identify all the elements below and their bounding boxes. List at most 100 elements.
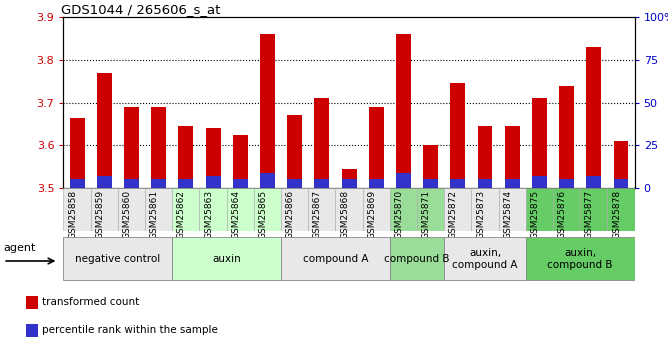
Bar: [151, 107, 166, 188]
Text: GSM25869: GSM25869: [367, 190, 376, 239]
Bar: [172, 188, 200, 231]
Bar: [341, 179, 357, 188]
Text: GSM25868: GSM25868: [340, 190, 349, 239]
Text: GSM25878: GSM25878: [612, 190, 621, 239]
Text: compound A: compound A: [303, 254, 368, 264]
Bar: [145, 188, 172, 231]
Bar: [498, 188, 526, 231]
Bar: [226, 188, 254, 231]
Text: negative control: negative control: [75, 254, 160, 264]
Bar: [396, 34, 411, 188]
Text: GSM25865: GSM25865: [259, 190, 267, 239]
Text: agent: agent: [3, 243, 35, 253]
Bar: [91, 188, 118, 231]
Bar: [69, 179, 85, 188]
Bar: [587, 176, 601, 188]
Text: GSM25862: GSM25862: [177, 190, 186, 239]
Bar: [559, 86, 574, 188]
Bar: [178, 126, 193, 188]
Bar: [254, 188, 281, 231]
Bar: [444, 188, 472, 231]
Bar: [390, 237, 444, 280]
Text: GSM25876: GSM25876: [558, 190, 566, 239]
Bar: [532, 176, 547, 188]
Text: auxin,
compound B: auxin, compound B: [548, 248, 613, 269]
Text: transformed count: transformed count: [41, 297, 139, 307]
Bar: [417, 188, 444, 231]
Bar: [526, 237, 635, 280]
Bar: [63, 237, 172, 280]
Bar: [526, 188, 553, 231]
Text: GSM25867: GSM25867: [313, 190, 322, 239]
Bar: [553, 188, 580, 231]
Bar: [580, 188, 607, 231]
Bar: [200, 188, 226, 231]
Bar: [26, 324, 37, 337]
Text: percentile rank within the sample: percentile rank within the sample: [41, 325, 218, 335]
Bar: [260, 172, 275, 188]
Bar: [363, 188, 390, 231]
Bar: [559, 179, 574, 188]
Bar: [151, 179, 166, 188]
Text: GSM25860: GSM25860: [122, 190, 132, 239]
Text: GSM25873: GSM25873: [476, 190, 485, 239]
Bar: [396, 172, 411, 188]
Bar: [478, 179, 492, 188]
Bar: [315, 179, 329, 188]
Text: GSM25859: GSM25859: [96, 190, 104, 239]
Bar: [287, 116, 302, 188]
Bar: [118, 188, 145, 231]
Bar: [472, 188, 498, 231]
Text: GSM25871: GSM25871: [422, 190, 431, 239]
Bar: [308, 188, 335, 231]
Bar: [260, 34, 275, 188]
Text: GSM25864: GSM25864: [231, 190, 240, 239]
Bar: [369, 179, 383, 188]
Bar: [613, 179, 629, 188]
Text: GSM25872: GSM25872: [449, 190, 458, 239]
Text: GSM25858: GSM25858: [68, 190, 77, 239]
Text: auxin,
compound A: auxin, compound A: [452, 248, 518, 269]
Bar: [206, 128, 220, 188]
Bar: [287, 179, 302, 188]
Bar: [124, 179, 139, 188]
Bar: [69, 118, 85, 188]
Bar: [26, 296, 37, 309]
Bar: [450, 179, 466, 188]
Text: compound B: compound B: [384, 254, 450, 264]
Bar: [587, 47, 601, 188]
Text: GSM25861: GSM25861: [150, 190, 159, 239]
Bar: [97, 176, 112, 188]
Bar: [178, 179, 193, 188]
Bar: [532, 98, 547, 188]
Bar: [281, 237, 390, 280]
Bar: [450, 83, 466, 188]
Text: GSM25870: GSM25870: [394, 190, 403, 239]
Text: GSM25863: GSM25863: [204, 190, 213, 239]
Bar: [232, 179, 248, 188]
Bar: [444, 237, 526, 280]
Text: GSM25877: GSM25877: [584, 190, 594, 239]
Bar: [369, 107, 383, 188]
Bar: [124, 107, 139, 188]
Text: GSM25874: GSM25874: [503, 190, 512, 239]
Text: GSM25875: GSM25875: [530, 190, 540, 239]
Text: GSM25866: GSM25866: [286, 190, 295, 239]
Bar: [232, 135, 248, 188]
Bar: [423, 145, 438, 188]
Bar: [423, 179, 438, 188]
Bar: [390, 188, 417, 231]
Bar: [505, 179, 520, 188]
Bar: [505, 126, 520, 188]
Bar: [206, 176, 220, 188]
Bar: [341, 169, 357, 188]
Bar: [315, 98, 329, 188]
Bar: [335, 188, 363, 231]
Bar: [97, 73, 112, 188]
Bar: [607, 188, 635, 231]
Bar: [63, 188, 91, 231]
Bar: [613, 141, 629, 188]
Text: GDS1044 / 265606_s_at: GDS1044 / 265606_s_at: [61, 3, 220, 16]
Text: auxin: auxin: [212, 254, 241, 264]
Bar: [281, 188, 308, 231]
